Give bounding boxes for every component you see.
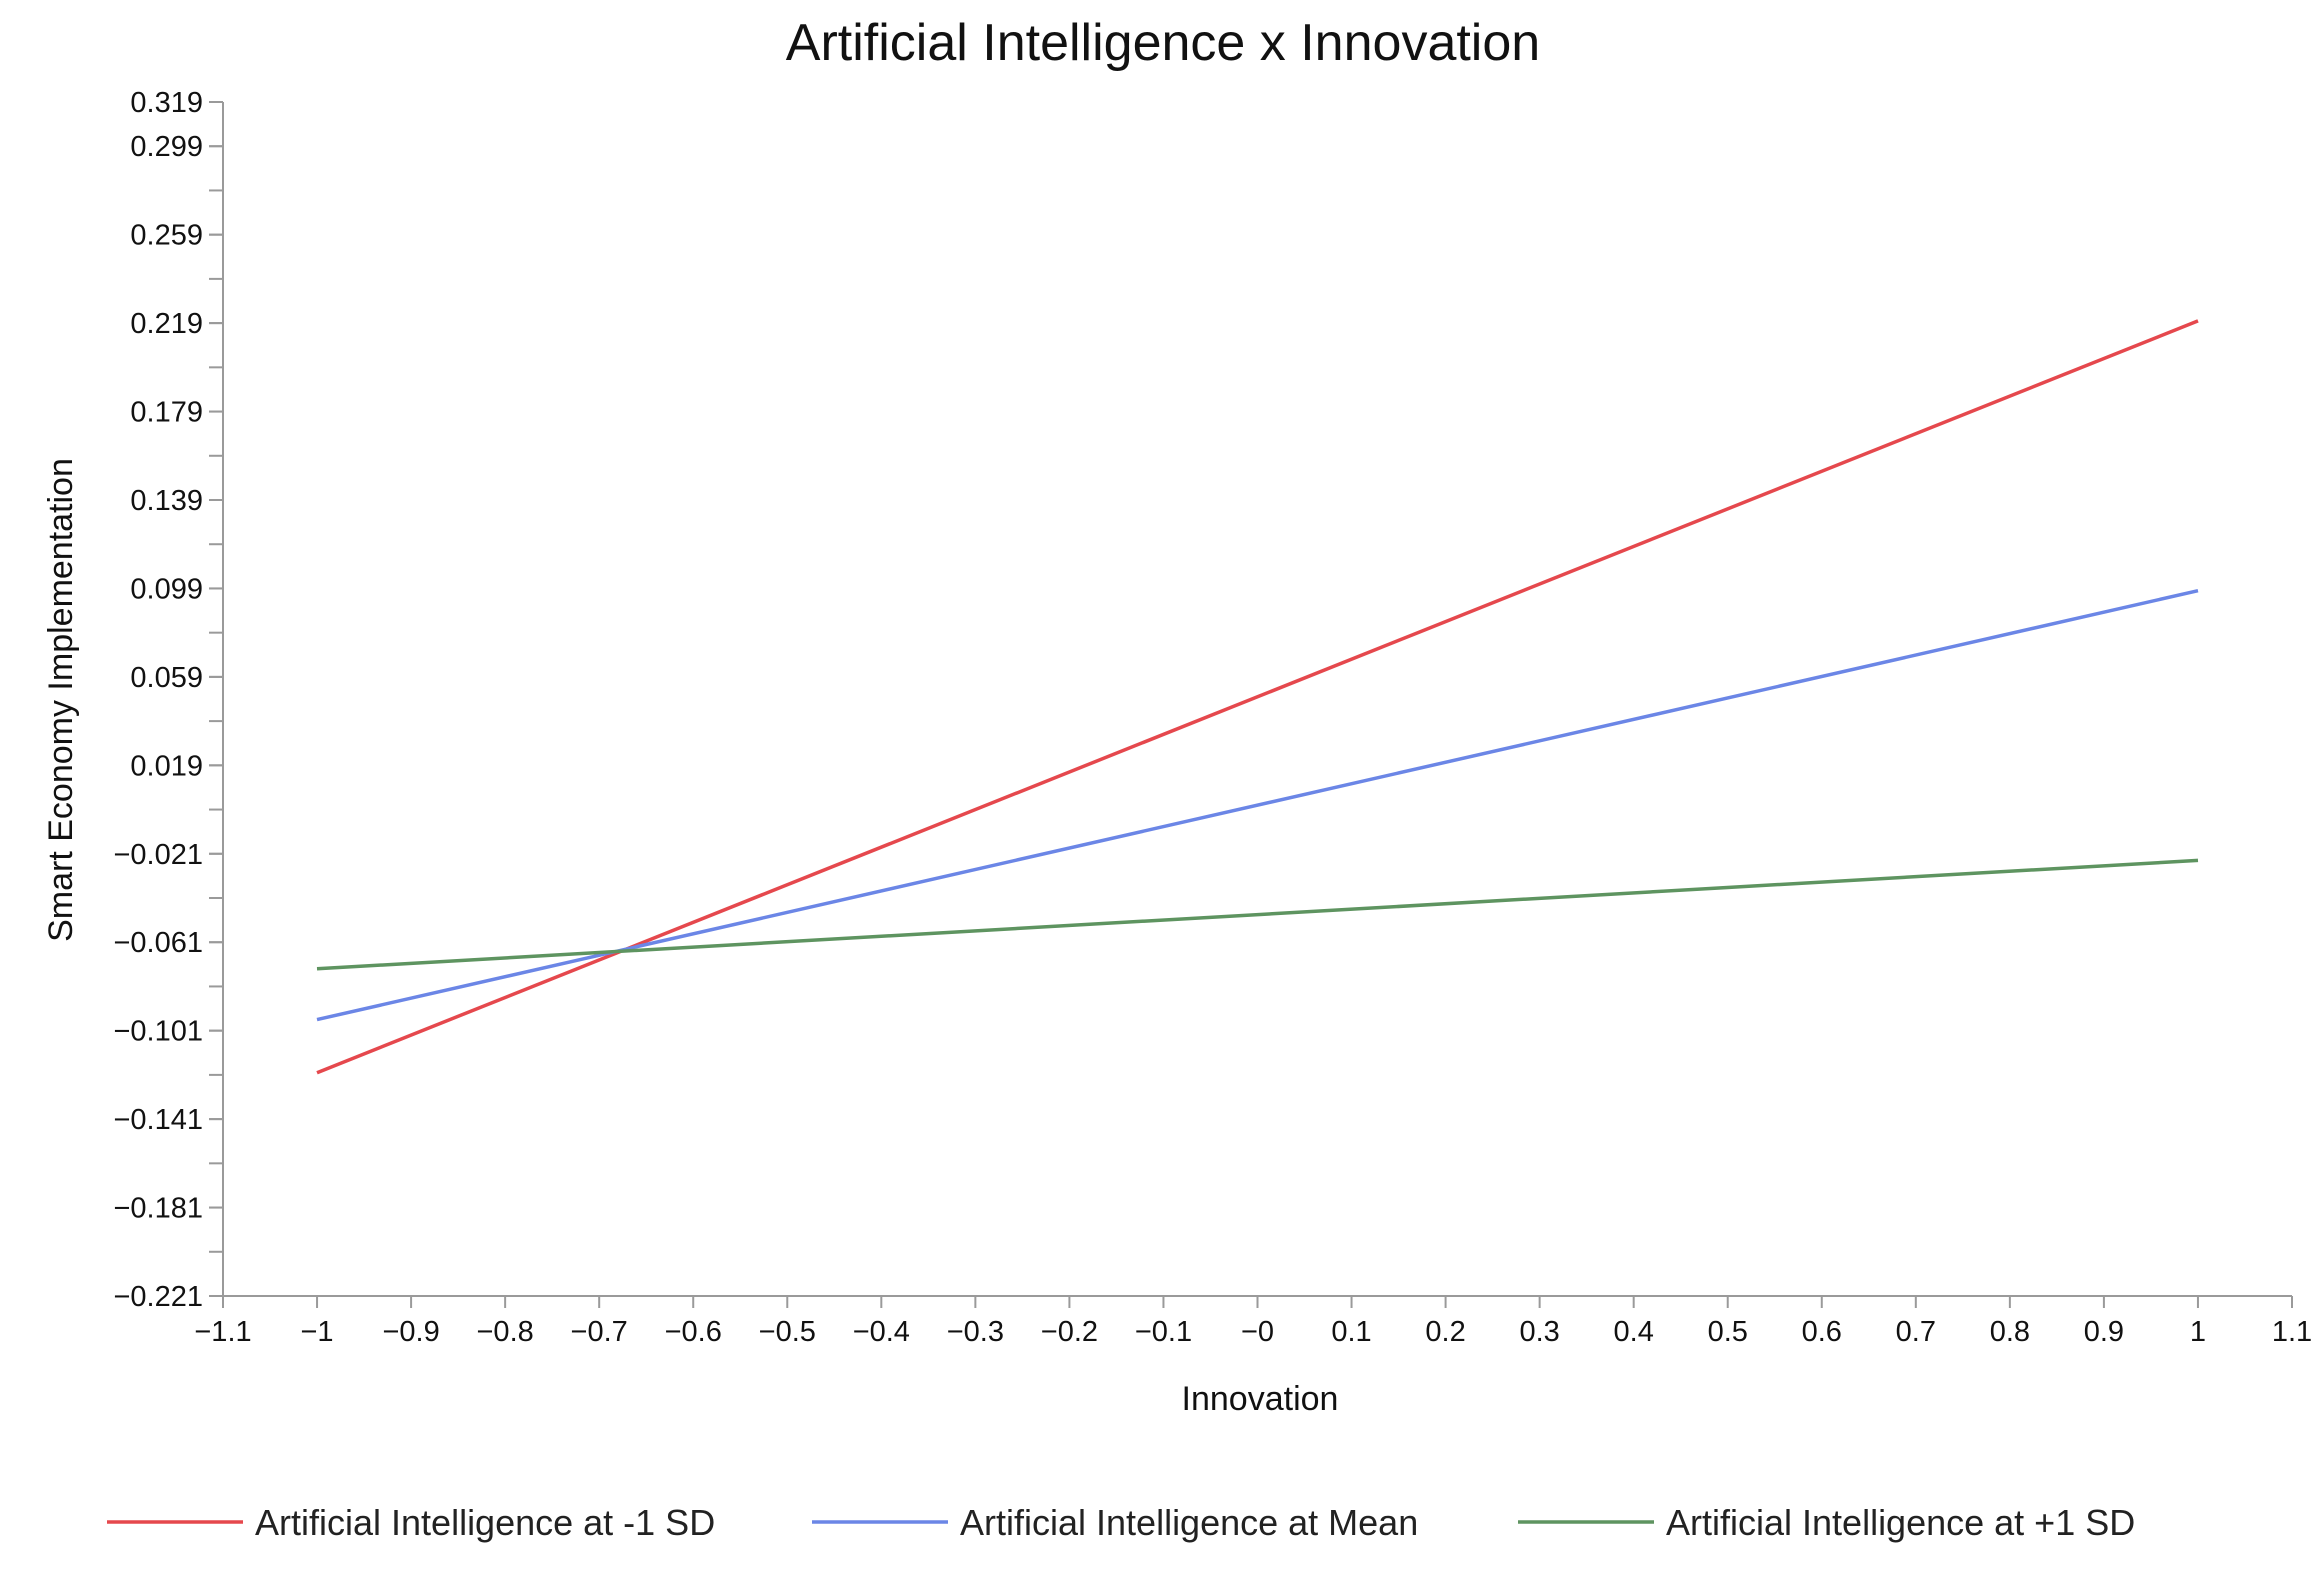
x-tick-label: −0.3 <box>947 1316 1004 1348</box>
x-tick-label: −1 <box>301 1316 334 1348</box>
y-axis-title: Smart Economy Implementation <box>42 458 80 942</box>
x-axis-title: Innovation <box>1182 1380 1339 1418</box>
y-tick-label: 0.019 <box>130 750 203 782</box>
legend-item: Artificial Intelligence at +1 SD <box>1518 1502 2135 1543</box>
y-tick-label: −0.221 <box>113 1281 203 1313</box>
legend-label: Artificial Intelligence at Mean <box>960 1502 1418 1543</box>
x-tick-label: −0.6 <box>665 1316 722 1348</box>
x-tick-label: −0.7 <box>571 1316 628 1348</box>
y-tick-label: 0.319 <box>130 87 203 119</box>
y-tick-label: 0.179 <box>130 397 203 429</box>
x-tick-label: −0.2 <box>1041 1316 1098 1348</box>
legend: Artificial Intelligence at -1 SD Artifici… <box>107 1502 2135 1543</box>
legend-item: Artificial Intelligence at Mean <box>812 1502 1418 1543</box>
y-tick-label: 0.139 <box>130 485 203 517</box>
x-tick-label: −0.1 <box>1135 1316 1192 1348</box>
y-tick-label: 0.099 <box>130 573 203 605</box>
x-tick-label: 1 <box>2190 1316 2206 1348</box>
y-tick-label: −0.181 <box>113 1193 203 1225</box>
plot-area: 0.319 0.299 0.259 0.219 0.179 0.139 0.099 0.059… <box>113 87 2312 1348</box>
y-tick-label: −0.141 <box>113 1104 203 1136</box>
y-tick-label: −0.061 <box>113 927 203 959</box>
x-tick-label: 0.1 <box>1331 1316 1371 1348</box>
y-tick-label: 0.059 <box>130 662 203 694</box>
legend-item: Artificial Intelligence at -1 SD <box>107 1502 715 1543</box>
x-tick-label: 0.7 <box>1896 1316 1936 1348</box>
series-line-1 <box>316 319 2199 1075</box>
x-tick-label: −0.5 <box>759 1316 816 1348</box>
x-tick-label: 0.6 <box>1802 1316 1842 1348</box>
series-line-2 <box>316 588 2199 1022</box>
chart-title: Artificial Intelligence x Innovation <box>786 14 1540 72</box>
x-tick-label: −1.1 <box>194 1316 251 1348</box>
y-tick-label: −0.021 <box>113 839 203 871</box>
y-tick-label: 0.299 <box>130 131 203 163</box>
legend-label: Artificial Intelligence at -1 SD <box>255 1502 715 1543</box>
x-tick-label: 0.2 <box>1425 1316 1465 1348</box>
x-tick-label: 0.5 <box>1708 1316 1748 1348</box>
y-tick-label: 0.219 <box>130 308 203 340</box>
x-tick-label: −0.8 <box>477 1316 534 1348</box>
x-tick-label: 0.4 <box>1614 1316 1654 1348</box>
x-tick-label: 0.8 <box>1990 1316 2030 1348</box>
series-line-3 <box>316 858 2199 971</box>
x-tick-label: 0.9 <box>2084 1316 2124 1348</box>
y-tick-label: 0.259 <box>130 220 203 252</box>
legend-label: Artificial Intelligence at +1 SD <box>1666 1502 2135 1543</box>
x-tick-label: −0 <box>1241 1316 1274 1348</box>
x-tick-label: 1.1 <box>2272 1316 2312 1348</box>
x-tick-label: −0.4 <box>853 1316 910 1348</box>
y-tick-label: −0.101 <box>113 1016 203 1048</box>
x-tick-label: 0.3 <box>1519 1316 1559 1348</box>
x-tick-label: −0.9 <box>382 1316 439 1348</box>
